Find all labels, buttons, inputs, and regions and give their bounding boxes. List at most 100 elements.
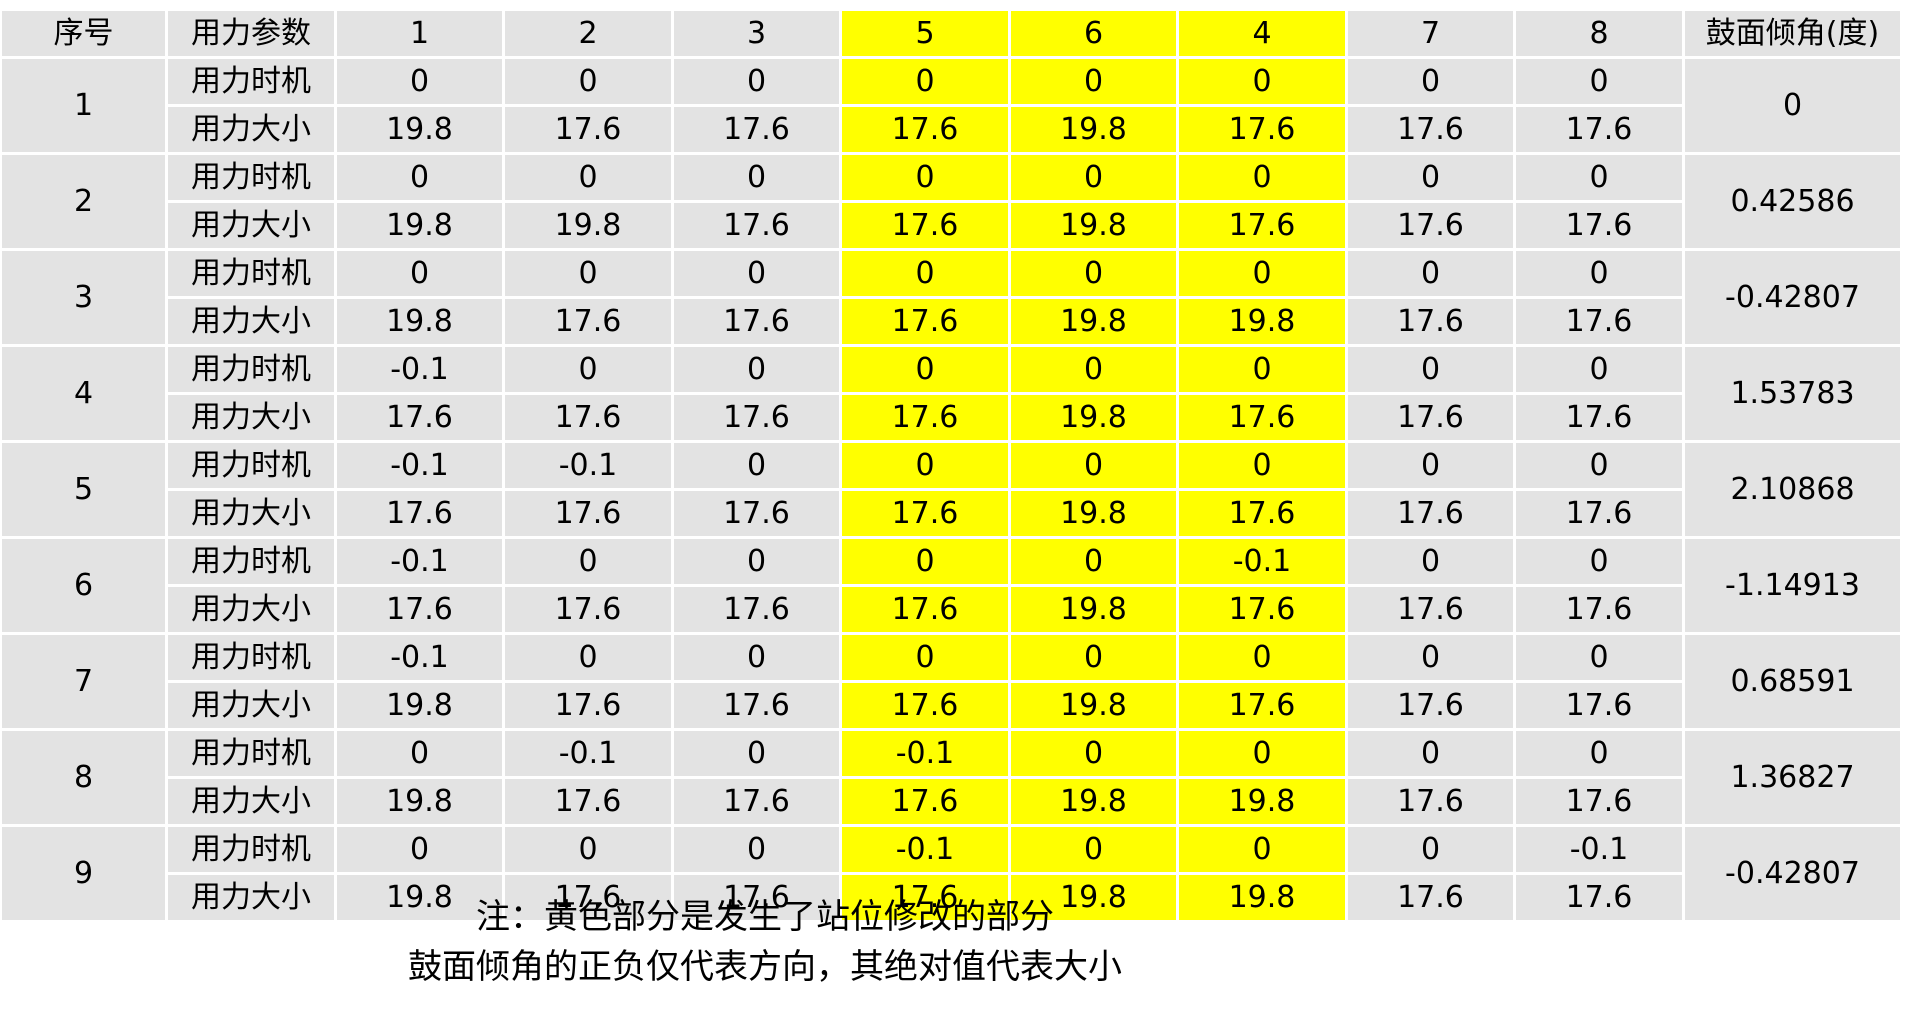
- timing-value-cell: 0: [1011, 347, 1179, 395]
- timing-value-cell: 0: [1348, 347, 1516, 395]
- force-value-cell: 17.6: [505, 491, 674, 539]
- force-value-cell: 17.6: [674, 683, 842, 731]
- angle-cell: 0: [1685, 59, 1903, 155]
- timing-value-cell: 0: [674, 443, 842, 491]
- force-value-cell: 17.6: [1348, 395, 1516, 443]
- table-row-timing: 9 用力时机 0 0 0 -0.1 0 0 0 -0.1 -0.42807: [2, 827, 1903, 923]
- note-highlight-explanation: 注：黄色部分是发生了站位修改的部分: [476, 897, 1054, 937]
- timing-value-cell: 0: [1348, 251, 1516, 299]
- force-value-cell: 17.6: [1516, 491, 1685, 539]
- force-value-cell: 17.6: [505, 779, 674, 827]
- timing-value-cell: 0: [1516, 635, 1685, 683]
- table-row-timing: 2 用力时机 0 0 0 0 0 0 0 0 0.42586: [2, 155, 1903, 251]
- timing-value-cell: 0: [842, 347, 1011, 395]
- timing-value-cell: 0: [337, 827, 505, 875]
- timing-value-cell: 0: [1011, 827, 1179, 875]
- param-label-cell: 用力时机: [168, 635, 337, 683]
- header-cell: 3: [674, 11, 842, 59]
- force-value-cell: 19.8: [337, 683, 505, 731]
- timing-value-cell: -0.1: [505, 443, 674, 491]
- timing-value-cell: 0: [674, 251, 842, 299]
- timing-value-cell: 0: [1179, 251, 1348, 299]
- force-value-cell: 19.8: [1179, 779, 1348, 827]
- timing-value-cell: 0: [1516, 731, 1685, 779]
- force-value-cell: 19.8: [337, 203, 505, 251]
- timing-value-cell: 0: [1516, 155, 1685, 203]
- force-value-cell: 17.6: [674, 875, 842, 923]
- force-value-cell: 17.6: [674, 107, 842, 155]
- force-value-cell: 17.6: [1516, 875, 1685, 923]
- timing-value-cell: 0: [505, 155, 674, 203]
- param-label-cell: 用力大小: [168, 875, 337, 923]
- timing-value-cell: -0.1: [505, 731, 674, 779]
- force-value-cell: 17.6: [674, 779, 842, 827]
- force-value-cell: 17.6: [1179, 491, 1348, 539]
- timing-value-cell: 0: [842, 155, 1011, 203]
- force-value-cell: 19.8: [1011, 395, 1179, 443]
- row-index-cell: 9: [2, 827, 168, 923]
- table-row-force: 用力大小 19.8 17.6 17.6 17.6 19.8 17.6 17.6 17.6: [2, 683, 1903, 731]
- param-label-cell: 用力时机: [168, 827, 337, 875]
- force-value-cell: 19.8: [1011, 491, 1179, 539]
- force-value-cell: 17.6: [842, 395, 1011, 443]
- force-value-cell: 19.8: [1011, 203, 1179, 251]
- angle-cell: 0.42586: [1685, 155, 1903, 251]
- param-label-cell: 用力大小: [168, 491, 337, 539]
- force-value-cell: 19.8: [1179, 299, 1348, 347]
- force-value-cell: 17.6: [674, 203, 842, 251]
- timing-value-cell: 0: [505, 251, 674, 299]
- timing-value-cell: 0: [674, 155, 842, 203]
- param-label-cell: 用力大小: [168, 587, 337, 635]
- angle-cell: 1.53783: [1685, 347, 1903, 443]
- timing-value-cell: 0: [1516, 443, 1685, 491]
- force-value-cell: 17.6: [842, 875, 1011, 923]
- timing-value-cell: -0.1: [1516, 827, 1685, 875]
- force-value-cell: 17.6: [842, 299, 1011, 347]
- force-value-cell: 17.6: [842, 491, 1011, 539]
- timing-value-cell: 0: [1179, 635, 1348, 683]
- header-cell: 4: [1179, 11, 1348, 59]
- param-label-cell: 用力时机: [168, 347, 337, 395]
- row-index-cell: 8: [2, 731, 168, 827]
- table-row-force: 用力大小 17.6 17.6 17.6 17.6 19.8 17.6 17.6 17.6: [2, 395, 1903, 443]
- timing-value-cell: 0: [1179, 731, 1348, 779]
- table-row-force: 用力大小 17.6 17.6 17.6 17.6 19.8 17.6 17.6 17.6: [2, 587, 1903, 635]
- header-cell: 7: [1348, 11, 1516, 59]
- timing-value-cell: 0: [1516, 347, 1685, 395]
- param-label-cell: 用力时机: [168, 539, 337, 587]
- timing-value-cell: 0: [842, 251, 1011, 299]
- row-index-cell: 3: [2, 251, 168, 347]
- force-value-cell: 17.6: [1348, 299, 1516, 347]
- force-value-cell: 17.6: [505, 299, 674, 347]
- timing-value-cell: 0: [337, 731, 505, 779]
- force-value-cell: 19.8: [337, 107, 505, 155]
- force-value-cell: 17.6: [1179, 395, 1348, 443]
- table-row-force: 用力大小 19.8 17.6 17.6 17.6 19.8 19.8 17.6 17.6: [2, 779, 1903, 827]
- force-value-cell: 19.8: [1011, 587, 1179, 635]
- force-value-cell: 17.6: [1179, 587, 1348, 635]
- force-value-cell: 17.6: [1179, 203, 1348, 251]
- param-label-cell: 用力大小: [168, 107, 337, 155]
- angle-cell: -0.42807: [1685, 251, 1903, 347]
- timing-value-cell: 0: [674, 59, 842, 107]
- force-value-cell: 19.8: [1011, 779, 1179, 827]
- table-row-timing: 5 用力时机 -0.1 -0.1 0 0 0 0 0 0 2.10868: [2, 443, 1903, 539]
- row-index-cell: 4: [2, 347, 168, 443]
- timing-value-cell: -0.1: [1179, 539, 1348, 587]
- row-index-cell: 2: [2, 155, 168, 251]
- param-label-cell: 用力大小: [168, 203, 337, 251]
- timing-value-cell: 0: [1179, 443, 1348, 491]
- param-label-cell: 用力时机: [168, 731, 337, 779]
- table-row-force: 用力大小 19.8 17.6 17.6 17.6 19.8 19.8 17.6 17.6: [2, 875, 1903, 923]
- force-value-cell: 17.6: [505, 587, 674, 635]
- table-row-force: 用力大小 19.8 17.6 17.6 17.6 19.8 19.8 17.6 17.6: [2, 299, 1903, 347]
- force-value-cell: 19.8: [1011, 107, 1179, 155]
- force-value-cell: 19.8: [1179, 875, 1348, 923]
- force-value-cell: 17.6: [674, 587, 842, 635]
- timing-value-cell: 0: [674, 731, 842, 779]
- param-label-cell: 用力大小: [168, 683, 337, 731]
- param-label-cell: 用力时机: [168, 443, 337, 491]
- timing-value-cell: 0: [674, 635, 842, 683]
- param-label-cell: 用力时机: [168, 155, 337, 203]
- timing-value-cell: 0: [1348, 635, 1516, 683]
